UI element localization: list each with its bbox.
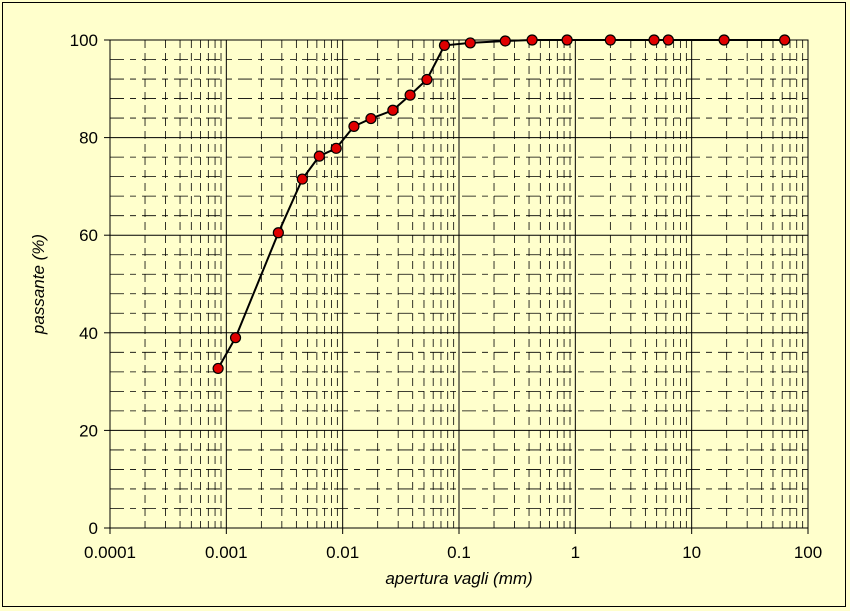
data-point <box>779 34 791 46</box>
y-tick-label: 100 <box>70 31 98 50</box>
data-point <box>365 112 377 125</box>
y-tick-label: 40 <box>79 324 98 343</box>
data-point <box>387 104 399 116</box>
x-tick-label: 100 <box>794 543 822 562</box>
data-point <box>499 35 511 47</box>
data-point <box>438 39 451 51</box>
x-tick-label: 0.01 <box>326 543 359 562</box>
y-tick-label: 0 <box>89 519 98 538</box>
x-axis-ticks: 0.0001 0.001 0.01 0.1 1 10 100 <box>84 528 822 562</box>
data-point <box>648 34 660 46</box>
x-tick-label: 0.001 <box>205 543 248 562</box>
data-point <box>604 34 616 46</box>
data-point <box>313 150 325 162</box>
x-tick-label: 0.0001 <box>84 543 136 562</box>
y-axis-title: passante (%) <box>29 234 48 335</box>
x-axis-title: apertura vagli (mm) <box>385 569 532 588</box>
data-point <box>421 73 433 86</box>
data-point <box>404 89 416 101</box>
data-point <box>212 362 224 375</box>
y-tick-label: 80 <box>79 129 98 148</box>
data-point <box>526 34 538 46</box>
data-point <box>348 120 360 132</box>
data-point <box>561 34 573 46</box>
data-point <box>229 332 242 344</box>
y-axis-ticks: 0 20 40 60 80 100 <box>70 31 110 538</box>
data-point <box>662 34 674 46</box>
data-point <box>464 37 476 49</box>
y-tick-label: 20 <box>79 421 98 440</box>
data-point <box>718 34 730 46</box>
data-point <box>296 173 308 185</box>
x-tick-label: 0.1 <box>447 543 471 562</box>
x-tick-label: 10 <box>682 543 701 562</box>
data-points <box>212 34 791 375</box>
y-tick-label: 60 <box>79 226 98 245</box>
x-tick-label: 1 <box>571 543 580 562</box>
data-point <box>330 142 342 154</box>
data-point <box>272 227 284 239</box>
